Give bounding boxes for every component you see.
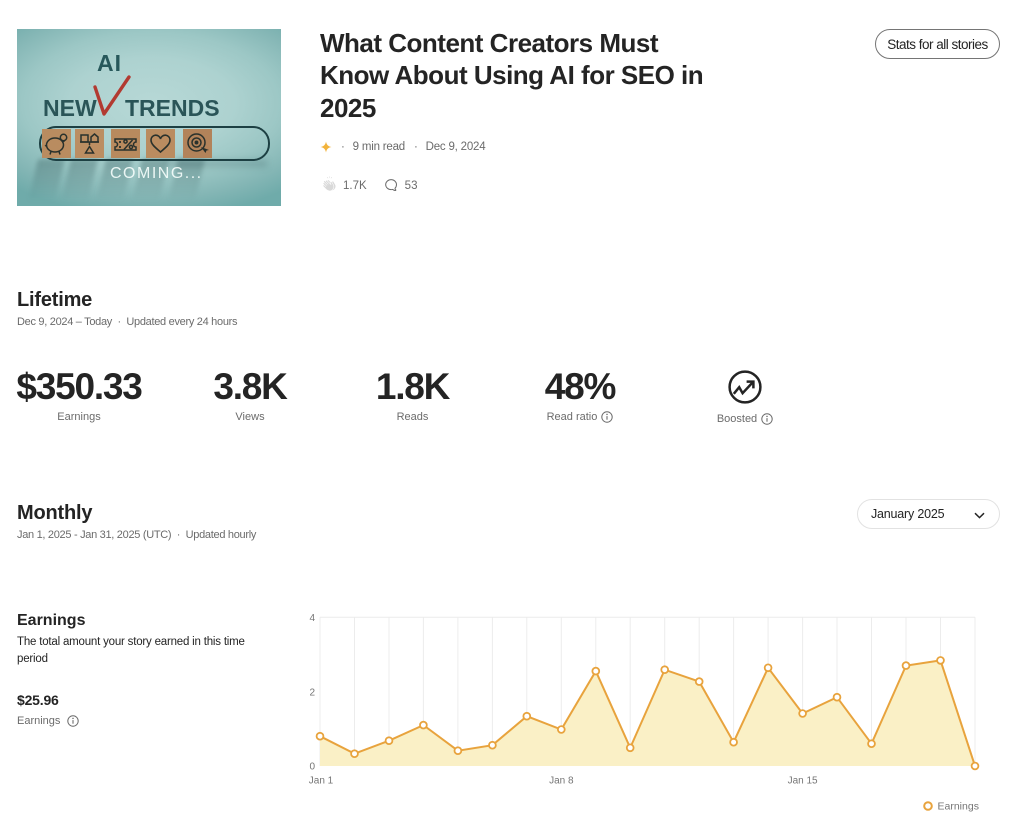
svg-text:Jan 15: Jan 15 — [788, 776, 818, 787]
svg-text:Jan 8: Jan 8 — [549, 776, 574, 787]
svg-text:Jan 1: Jan 1 — [309, 776, 334, 787]
svg-text:Earnings: Earnings — [938, 801, 979, 813]
svg-text:2: 2 — [309, 688, 315, 699]
svg-text:0: 0 — [309, 762, 315, 773]
svg-text:4: 4 — [309, 613, 315, 624]
